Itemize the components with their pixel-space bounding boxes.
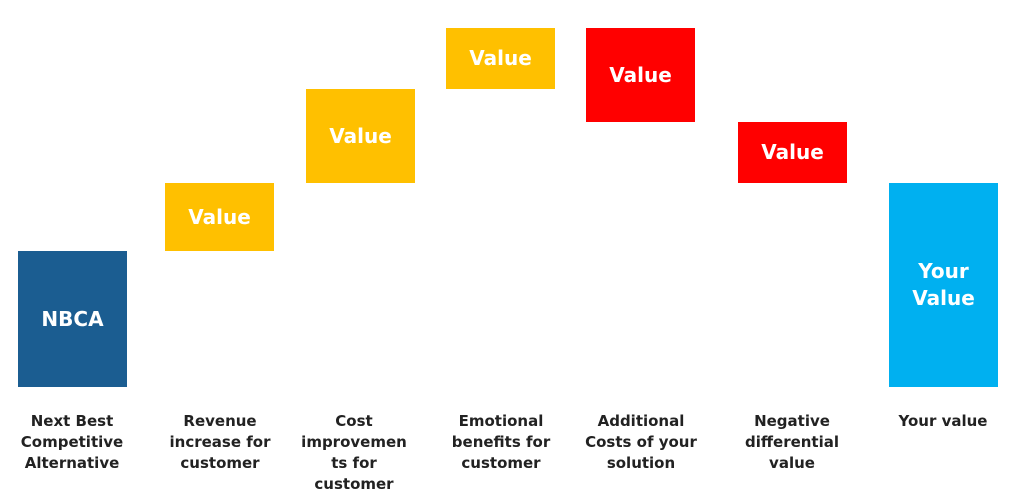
caption-line: Competitive bbox=[20, 433, 124, 451]
box-label-line: Your bbox=[918, 259, 969, 283]
step-box: Value bbox=[586, 28, 695, 122]
step-box: Your Value bbox=[889, 183, 998, 387]
step-box: NBCA bbox=[18, 251, 127, 387]
caption-line: solution bbox=[606, 454, 676, 472]
caption-line: value bbox=[769, 454, 815, 472]
box-label: Value bbox=[469, 46, 532, 70]
step-caption: Your value bbox=[873, 411, 1011, 432]
caption-line: benefits for bbox=[451, 433, 551, 451]
box-label: Value bbox=[188, 204, 251, 229]
caption-line: Negative bbox=[754, 412, 830, 430]
caption-line: Additional bbox=[597, 412, 685, 430]
caption-line: Next Best bbox=[30, 412, 114, 430]
step-box: Value bbox=[446, 28, 555, 89]
caption-line: customer bbox=[461, 454, 541, 472]
step-caption: Additional Costs of your solution bbox=[571, 411, 711, 474]
box-label: Value bbox=[761, 140, 824, 164]
caption-line: increase for bbox=[169, 433, 271, 451]
step-caption: Emotional benefits for customer bbox=[431, 411, 571, 474]
box-label: Value bbox=[609, 62, 672, 87]
caption-line: differential bbox=[744, 433, 840, 451]
box-label: Value bbox=[329, 123, 392, 148]
step-box: Value bbox=[165, 183, 274, 251]
box-label-line: Value bbox=[912, 286, 975, 310]
box-label: NBCA bbox=[41, 306, 104, 331]
step-caption: Revenue increase for customer bbox=[150, 411, 290, 474]
caption-line: Alternative bbox=[24, 454, 120, 472]
step-caption: Cost improvemen ts for customer bbox=[284, 411, 424, 495]
caption-line: Emotional bbox=[458, 412, 544, 430]
step-box: Value bbox=[306, 89, 415, 183]
caption-line: ts for bbox=[331, 454, 377, 472]
step-box: Value bbox=[738, 122, 847, 183]
caption-line: Cost bbox=[335, 412, 373, 430]
caption-line: improvemen bbox=[301, 433, 407, 451]
caption-line: Costs of your bbox=[585, 433, 697, 451]
caption-line: customer bbox=[180, 454, 260, 472]
caption-line: customer bbox=[314, 475, 394, 493]
step-caption: Next Best Competitive Alternative bbox=[2, 411, 142, 474]
caption-line: Your value bbox=[898, 412, 988, 430]
step-caption: Negative differential value bbox=[722, 411, 862, 474]
caption-line: Revenue bbox=[183, 412, 257, 430]
